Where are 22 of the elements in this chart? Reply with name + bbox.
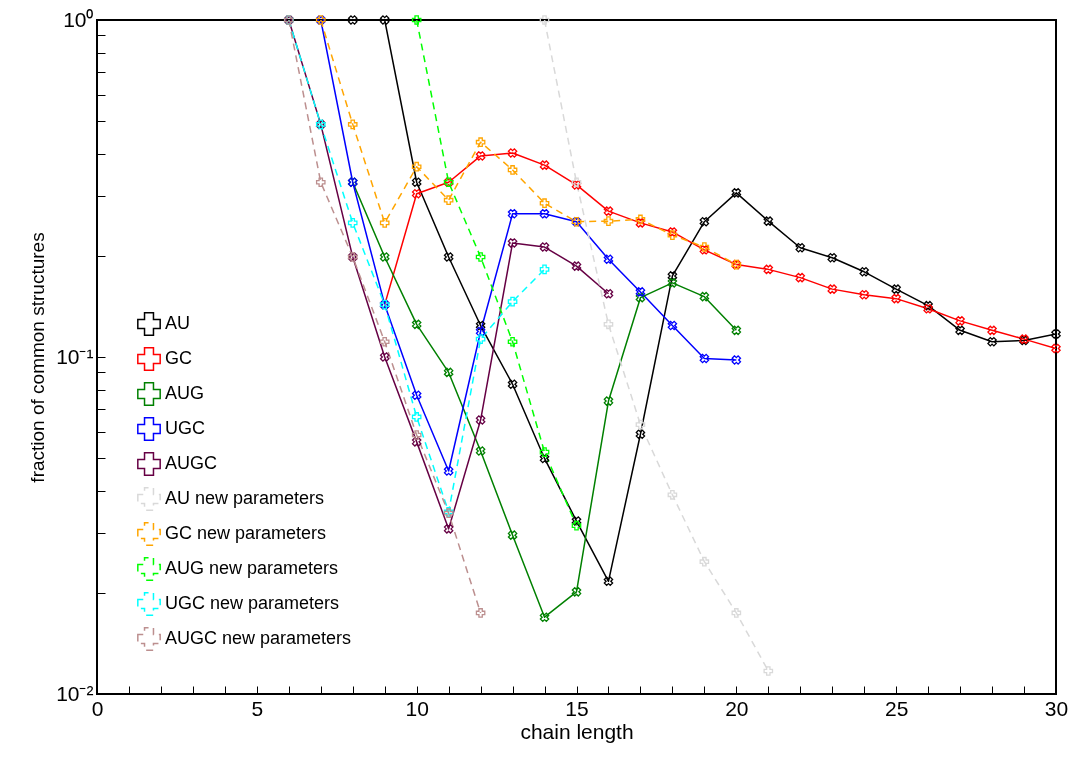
x-tick-label: 5 <box>251 696 264 720</box>
legend-label: AUG new parameters <box>165 558 339 578</box>
y-axis-title: fraction of common structures <box>27 232 49 483</box>
legend-label: AU new parameters <box>165 488 325 508</box>
y-tick-label: 10⁻² <box>56 681 94 705</box>
x-tick-label: 10 <box>405 696 429 720</box>
legend-label: AUG <box>165 383 205 403</box>
legend-label: GC <box>165 348 192 368</box>
legend-label: AU <box>165 313 191 333</box>
x-tick-label: 15 <box>565 696 589 720</box>
legend-label: UGC new parameters <box>165 593 340 613</box>
x-tick-label: 30 <box>1044 696 1069 720</box>
x-tick-label: 25 <box>884 696 909 720</box>
legend-label: AUGC new parameters <box>165 628 352 648</box>
legend-label: GC new parameters <box>165 523 327 543</box>
y-tick-label: 10⁻¹ <box>56 344 94 368</box>
x-axis-title: chain length <box>520 719 634 743</box>
legend-label: AUGC <box>165 453 218 473</box>
x-tick-label: 0 <box>91 696 104 720</box>
x-tick-label: 20 <box>725 696 749 720</box>
y-tick-label: 10⁰ <box>63 7 94 31</box>
legend-label: UGC <box>165 418 205 438</box>
